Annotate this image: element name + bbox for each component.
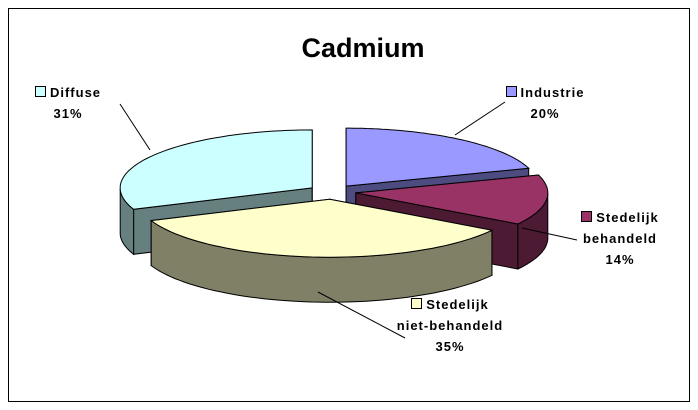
leader-line: [521, 227, 578, 241]
legend-swatch: [581, 211, 593, 222]
label-name: Diffuse: [49, 85, 102, 100]
leader-line: [317, 291, 406, 339]
pie: [119, 127, 549, 303]
slice: [149, 198, 494, 258]
legend-swatch: [411, 298, 423, 309]
legend-swatch: [34, 86, 46, 97]
label-line: Industrie: [470, 82, 620, 103]
slice: [119, 129, 313, 210]
data-label: Stedelijk niet-behandeld 35%: [395, 294, 505, 357]
leader-line: [119, 103, 151, 151]
leader-lines: [119, 101, 578, 339]
legend-swatch: [505, 86, 517, 97]
label-percent: 35%: [435, 339, 465, 354]
data-label: Industrie 20%: [470, 82, 620, 124]
data-label: Stedelijk behandeld 14%: [560, 207, 680, 270]
label-name: Industrie: [520, 85, 585, 100]
label-line: Stedelijk behandeld: [560, 207, 680, 249]
slice-group: [149, 198, 494, 303]
label-name: Stedelijk niet-behandeld: [396, 297, 504, 333]
chart-title: Cadmium: [301, 33, 424, 63]
slice: [355, 174, 549, 225]
leader-line: [454, 101, 506, 136]
label-percent: 20%: [530, 106, 560, 121]
label-percent: 14%: [605, 252, 635, 267]
slice: [345, 127, 530, 187]
data-label: Diffuse 31%: [18, 82, 118, 124]
label-line: Diffuse: [18, 82, 118, 103]
label-percent: 31%: [53, 106, 83, 121]
label-line: Stedelijk niet-behandeld: [395, 294, 505, 336]
label-name: Stedelijk behandeld: [582, 210, 659, 246]
